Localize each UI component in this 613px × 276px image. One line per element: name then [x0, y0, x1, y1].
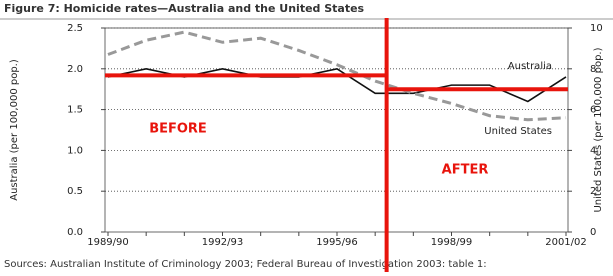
source-note: Sources: Australian Institute of Crimino… [4, 259, 487, 270]
y2-tick-label: 6 [590, 105, 596, 116]
series-line [107, 30, 567, 122]
y2-tick-label: 0 [590, 227, 596, 238]
y2-tick-label: 4 [590, 145, 596, 156]
y-tick-label: 0.5 [67, 186, 83, 197]
series-label: United States [484, 126, 552, 137]
y-tick-label: 2.5 [67, 23, 83, 34]
y-axis-label: Australia (per 100,000 pop.) [9, 59, 20, 201]
y-tick-label: 0.0 [67, 227, 83, 238]
y2-tick-label: 10 [590, 23, 603, 34]
y-tick-label: 1.0 [67, 145, 83, 156]
annotation: BEFORE [149, 122, 207, 137]
y2-tick-label: 8 [590, 64, 596, 75]
x-tick-label: 1995/96 [316, 237, 358, 248]
y-tick-label: 2.0 [67, 64, 83, 75]
series-label: Australia [508, 61, 552, 72]
x-tick-label: 1992/93 [202, 237, 244, 248]
chart-title: Figure 7: Homicide rates—Australia and t… [4, 2, 365, 15]
y2-tick-label: 2 [590, 186, 596, 197]
x-tick-label: 1989/90 [87, 237, 129, 248]
y-tick-label: 1.5 [67, 105, 83, 116]
x-tick-label: 2001/02 [545, 237, 587, 248]
y2-axis-label: United States (per 100,000 pop.) [593, 47, 604, 212]
x-tick-label: 1998/99 [431, 237, 473, 248]
annotation: AFTER [442, 163, 489, 178]
